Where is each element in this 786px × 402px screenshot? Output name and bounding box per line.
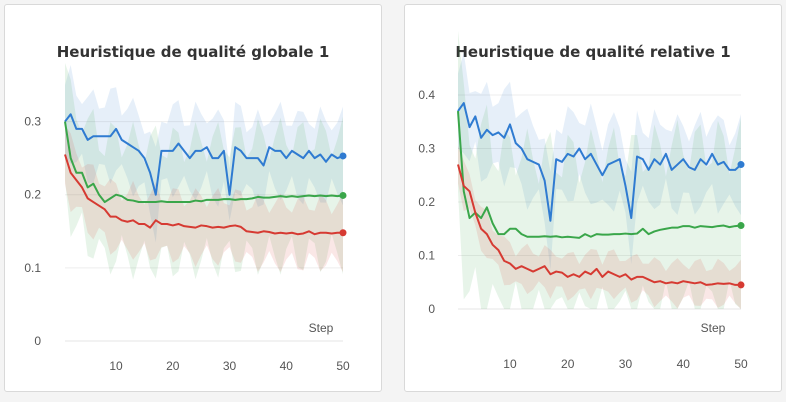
chart-panel-left: Heuristique de qualité globale 1 0 0.1 0.2… bbox=[4, 4, 382, 392]
x-tick-label: 20 bbox=[561, 357, 575, 371]
x-tick-label: 50 bbox=[336, 359, 350, 373]
green-series-band bbox=[65, 63, 343, 280]
y-tick-label: 0.4 bbox=[418, 88, 435, 102]
x-tick-label: 30 bbox=[223, 359, 237, 373]
red-series-band bbox=[65, 125, 343, 273]
blue-series-endpoint bbox=[339, 152, 347, 160]
blue-series-line bbox=[457, 102, 742, 222]
x-tick-label: 50 bbox=[734, 357, 748, 371]
blue-series-line bbox=[64, 113, 344, 196]
red-series-endpoint bbox=[339, 229, 347, 237]
green-series-endpoint bbox=[339, 191, 347, 199]
blue-series-endpoint bbox=[737, 161, 745, 169]
x-tick-label: 40 bbox=[280, 359, 294, 373]
chart-right-svg: 0 0.1 0.2 0.3 0.4 10 20 30 40 50 Step bbox=[418, 30, 748, 371]
chart-left-svg: 0 0.1 0.2 0.3 10 20 30 40 50 Step bbox=[24, 63, 350, 373]
red-series-line bbox=[457, 164, 741, 286]
y-tick-label: 0.1 bbox=[418, 249, 435, 263]
blue-series-band bbox=[458, 52, 741, 270]
y-tick-label: 0.1 bbox=[24, 261, 41, 275]
y-tick-label: 0 bbox=[428, 302, 435, 316]
green-series-line bbox=[457, 110, 742, 239]
red-series-band bbox=[458, 145, 741, 309]
x-axis-label: Step bbox=[701, 321, 726, 335]
chart-title: Heuristique de qualité globale 1 bbox=[56, 43, 330, 61]
red-series-line bbox=[64, 154, 343, 236]
green-series-endpoint bbox=[737, 222, 745, 230]
y-tick-label: 0.2 bbox=[418, 195, 435, 209]
y-tick-label: 0 bbox=[34, 334, 41, 348]
x-tick-label: 10 bbox=[109, 359, 123, 373]
chart-title: Heuristique de qualité relative 1 bbox=[455, 43, 731, 61]
x-tick-label: 40 bbox=[677, 357, 691, 371]
y-tick-label: 0.3 bbox=[418, 142, 435, 156]
chart-panel-right: Heuristique de qualité relative 1 0 0.1 0.… bbox=[404, 4, 782, 392]
x-tick-label: 30 bbox=[619, 357, 633, 371]
x-tick-label: 20 bbox=[166, 359, 180, 373]
blue-series-band bbox=[65, 64, 343, 243]
x-tick-label: 10 bbox=[503, 357, 517, 371]
red-series-endpoint bbox=[737, 281, 745, 289]
y-tick-label: 0.2 bbox=[24, 188, 41, 202]
green-series-line bbox=[64, 121, 344, 204]
y-tick-label: 0.3 bbox=[24, 115, 41, 129]
x-axis-label: Step bbox=[309, 321, 334, 335]
